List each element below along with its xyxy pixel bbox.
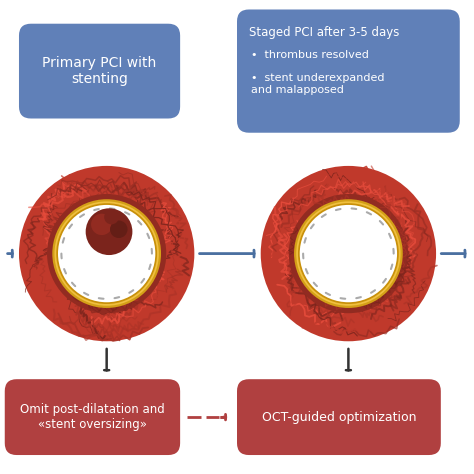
Circle shape bbox=[86, 209, 132, 255]
Circle shape bbox=[110, 220, 128, 238]
Circle shape bbox=[56, 203, 157, 304]
Text: Primary PCI with
stenting: Primary PCI with stenting bbox=[43, 56, 157, 86]
Circle shape bbox=[19, 166, 194, 341]
Circle shape bbox=[261, 166, 436, 341]
Circle shape bbox=[296, 201, 401, 306]
Circle shape bbox=[58, 205, 155, 302]
Text: OCT-guided optimization: OCT-guided optimization bbox=[262, 410, 416, 424]
Circle shape bbox=[55, 201, 159, 306]
Circle shape bbox=[300, 205, 397, 302]
Text: Staged PCI after 3-5 days: Staged PCI after 3-5 days bbox=[249, 26, 399, 39]
FancyBboxPatch shape bbox=[237, 379, 441, 455]
FancyBboxPatch shape bbox=[5, 379, 180, 455]
Circle shape bbox=[294, 199, 403, 308]
Circle shape bbox=[104, 210, 119, 224]
Circle shape bbox=[298, 203, 399, 304]
Text: •  stent underexpanded
and malapposed: • stent underexpanded and malapposed bbox=[251, 73, 385, 95]
Circle shape bbox=[91, 214, 112, 235]
FancyBboxPatch shape bbox=[19, 24, 180, 119]
Circle shape bbox=[47, 194, 166, 313]
Text: Omit post-dilatation and
«stent oversizing»: Omit post-dilatation and «stent oversizi… bbox=[20, 403, 165, 431]
Text: •  thrombus resolved: • thrombus resolved bbox=[251, 50, 369, 60]
FancyBboxPatch shape bbox=[237, 9, 460, 133]
Circle shape bbox=[289, 194, 408, 313]
Circle shape bbox=[52, 199, 161, 308]
